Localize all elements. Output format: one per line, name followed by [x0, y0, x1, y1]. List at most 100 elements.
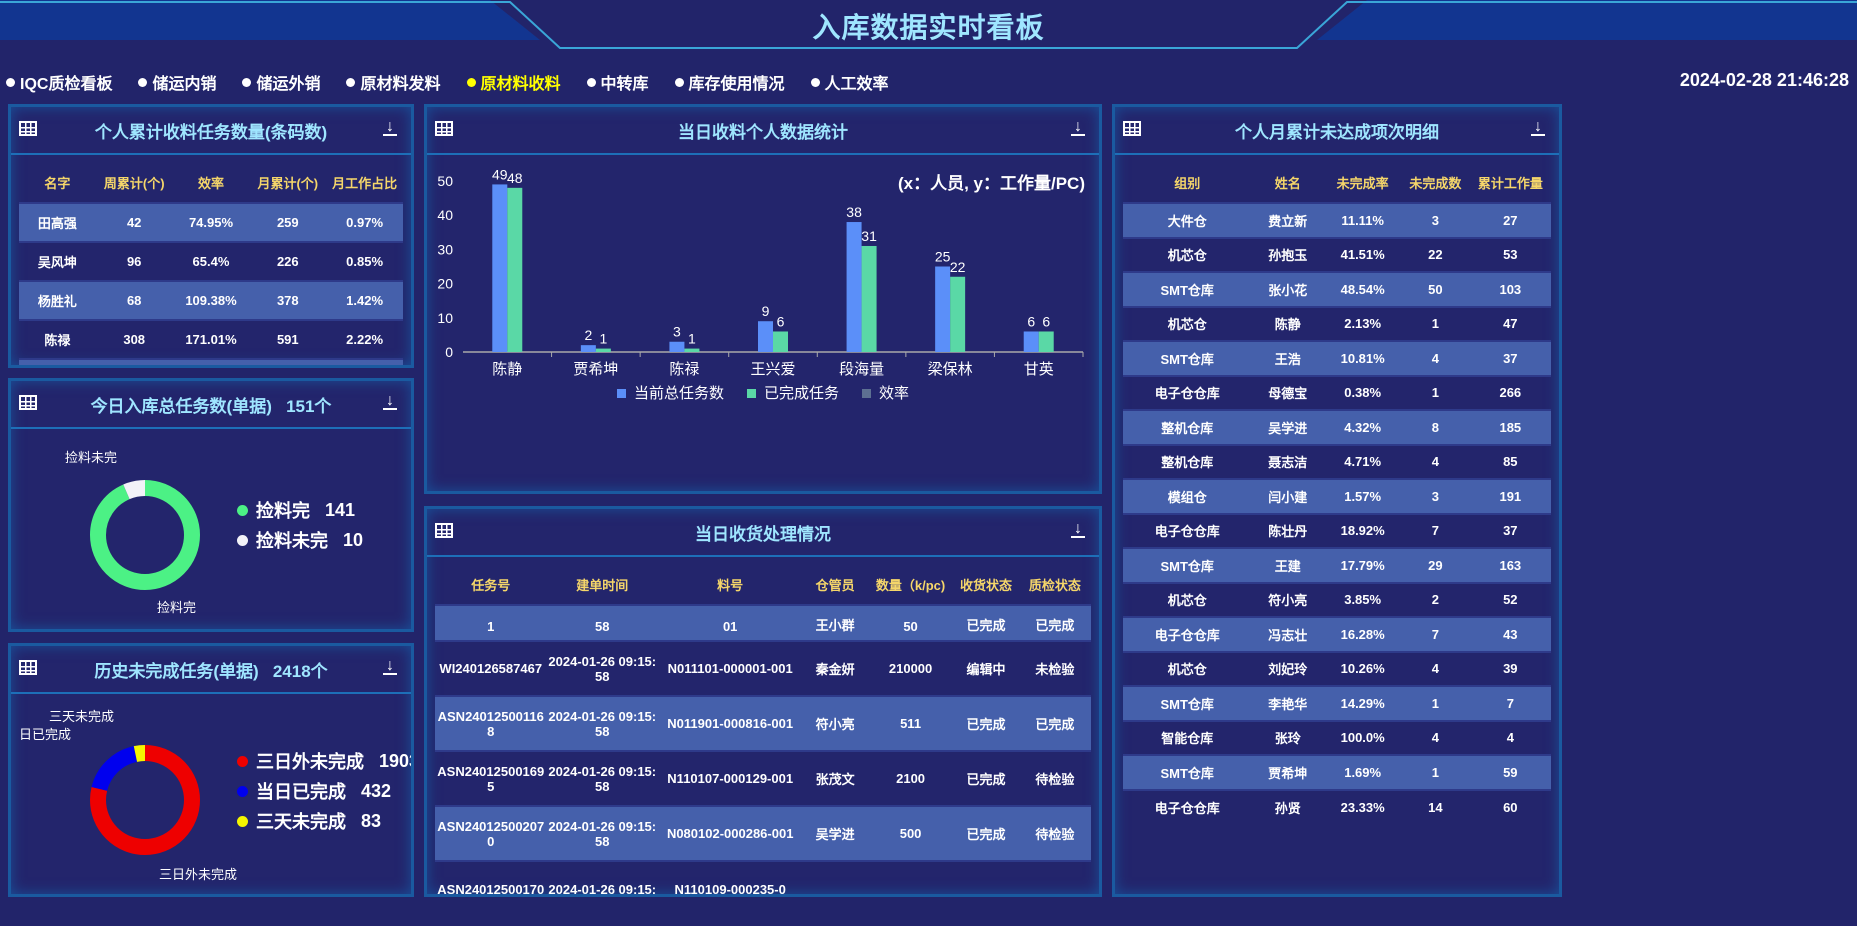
column-header[interactable]: 料号: [717, 578, 744, 593]
nav-item[interactable]: 人工效率: [810, 70, 889, 94]
table-row[interactable]: ASN240125001695 2024-01-26 09:15:58 N11010…: [435, 750, 1091, 806]
legend-label[interactable]: 当前总任务数: [634, 385, 724, 402]
table-cell: [867, 860, 954, 894]
legend-item[interactable]: 当日已完成 432: [237, 776, 411, 806]
table-row[interactable]: 整机仓库 吴学进 4.32% 8 185: [1123, 409, 1551, 445]
legend-label[interactable]: 已完成任务: [764, 385, 839, 402]
column-header[interactable]: 组别: [1174, 176, 1201, 191]
legend-swatch-icon: [862, 389, 871, 398]
bar[interactable]: [507, 187, 523, 352]
table-row[interactable]: 电子仓仓库 陈壮丹 18.92% 7 37: [1123, 512, 1551, 548]
download-icon[interactable]: ↓: [383, 393, 397, 410]
table-icon[interactable]: [435, 121, 453, 136]
column-header[interactable]: 月累计(个): [257, 176, 319, 191]
table-icon[interactable]: [19, 660, 37, 675]
bar[interactable]: [492, 184, 508, 352]
table-row[interactable]: ASN24012500170 2024-01-26 09:15: N110109-0…: [435, 860, 1091, 894]
bar[interactable]: [935, 266, 951, 353]
donut-slice[interactable]: [90, 480, 200, 590]
table-cell: 机芯仓: [1123, 305, 1252, 341]
table-row[interactable]: 陈禄 308 171.01% 591 2.22%: [19, 319, 403, 359]
legend-item[interactable]: 三天未完成 83: [237, 806, 411, 836]
table-cell: 张茂文: [802, 750, 868, 806]
table-icon[interactable]: [435, 523, 453, 538]
column-header[interactable]: 名字: [44, 176, 71, 191]
column-header[interactable]: 质检状态: [1028, 578, 1081, 593]
table-icon[interactable]: [1123, 121, 1141, 136]
table-cell: 闫小建: [1251, 478, 1325, 514]
bar[interactable]: [758, 321, 773, 352]
table-row[interactable]: ASN240125001168 2024-01-26 09:15:58 N01190…: [435, 695, 1091, 751]
download-icon[interactable]: ↓: [383, 119, 397, 136]
column-header[interactable]: 月工作占比: [332, 176, 398, 191]
column-header[interactable]: 仓管员: [815, 578, 855, 593]
column-header[interactable]: 累计工作量: [1477, 176, 1543, 191]
donut-slice[interactable]: [90, 745, 200, 855]
table-row[interactable]: ASN240125002070 2024-01-26 09:15:58 N08010…: [435, 805, 1091, 861]
column-header[interactable]: 任务号: [471, 578, 511, 593]
column-header[interactable]: 周累计(个): [103, 176, 165, 191]
table-row[interactable]: 电子仓仓库 孙贤 23.33% 14 60: [1123, 788, 1551, 824]
donut-slice[interactable]: [90, 480, 200, 590]
table-row[interactable]: 电子仓仓库 母德宝 0.38% 1 266: [1123, 374, 1551, 410]
download-icon[interactable]: ↓: [383, 658, 397, 675]
column-header[interactable]: 效率: [197, 176, 224, 191]
table-row[interactable]: 1 58 01 王小群 50 已完成 已完成: [435, 604, 1091, 641]
table-row[interactable]: 田高强 42 74.95% 259 0.97%: [19, 202, 403, 242]
table-row[interactable]: 王小群10665.68%2270.85%: [19, 358, 403, 365]
bar[interactable]: [580, 345, 596, 352]
table-icon[interactable]: [19, 121, 37, 136]
download-icon[interactable]: ↓: [1071, 119, 1085, 136]
table-row[interactable]: 机芯仓 符小亮 3.85% 2 52: [1123, 581, 1551, 617]
column-header[interactable]: 未完成数: [1409, 176, 1462, 191]
table-row[interactable]: WI240126587467 2024-01-26 09:15:58 N011101…: [435, 640, 1091, 696]
column-header[interactable]: 未完成率: [1336, 176, 1389, 191]
bar[interactable]: [773, 331, 788, 352]
bar[interactable]: [861, 245, 877, 352]
table-row[interactable]: 大件仓 费立新 11.11% 3 27: [1123, 202, 1551, 238]
legend-label: 三天未完成: [256, 812, 346, 832]
table-icon[interactable]: [19, 395, 37, 410]
table-row[interactable]: 模组仓 闫小建 1.57% 3 191: [1123, 478, 1551, 514]
legend-item[interactable]: 捡料未完 10: [237, 525, 363, 555]
nav-item[interactable]: IQC质检看板: [6, 70, 112, 94]
bar[interactable]: [1023, 331, 1039, 352]
nav-item[interactable]: 储运外销: [242, 70, 320, 94]
table-row[interactable]: SMT仓库 张小花 48.54% 50 103: [1123, 271, 1551, 307]
download-icon[interactable]: ↓: [1531, 119, 1545, 136]
bar[interactable]: [1038, 331, 1054, 352]
table-row[interactable]: 机芯仓 刘妃玲 10.26% 4 39: [1123, 650, 1551, 686]
column-header[interactable]: 收货状态: [959, 578, 1012, 593]
bar[interactable]: [669, 341, 685, 352]
download-icon[interactable]: ↓: [1071, 521, 1085, 538]
table-row[interactable]: 杨胜礼 68 109.38% 378 1.42%: [19, 280, 403, 320]
nav-item[interactable]: 中转库: [586, 70, 649, 94]
nav-item[interactable]: 原材料发料: [346, 70, 441, 94]
table-row[interactable]: SMT仓库 贾希坤 1.69% 1 59: [1123, 754, 1551, 790]
nav-item[interactable]: 原材料收料: [466, 70, 561, 94]
table-row[interactable]: 机芯仓 陈静 2.13% 1 47: [1123, 305, 1551, 341]
legend-label[interactable]: 效率: [879, 385, 909, 402]
table-row[interactable]: 电子仓仓库 冯志壮 16.28% 7 43: [1123, 616, 1551, 652]
column-header[interactable]: 数量（k/pc): [875, 578, 946, 593]
table-row[interactable]: SMT仓库 王浩 10.81% 4 37: [1123, 340, 1551, 376]
table-row[interactable]: 机芯仓 孙抱玉 41.51% 22 53: [1123, 236, 1551, 272]
table-cell: 杨胜礼: [19, 280, 96, 320]
legend-item[interactable]: 三日外未完成 1903: [237, 746, 411, 776]
bar[interactable]: [684, 348, 700, 352]
column-header[interactable]: 建单时间: [576, 578, 629, 593]
table-row[interactable]: SMT仓库 王建 17.79% 29 163: [1123, 547, 1551, 583]
table-row[interactable]: 整机仓库 聂志洁 4.71% 4 85: [1123, 443, 1551, 479]
table-row[interactable]: 吴风坤 96 65.4% 226 0.85%: [19, 241, 403, 281]
bar[interactable]: [950, 276, 966, 352]
table-row[interactable]: 智能仓库 张玲 100.0% 4 4: [1123, 719, 1551, 755]
nav-item[interactable]: 库存使用情况: [674, 70, 785, 94]
table-row[interactable]: SMT仓库 李艳华 14.29% 1 7: [1123, 685, 1551, 721]
receipt-table: 任务号 建单时间 料号 仓管员 数量（k/pc) 收货状态 质检状态 1 58 01 王小群 50 已完…: [435, 565, 1091, 894]
table-cell: 47: [1469, 305, 1551, 341]
nav-item[interactable]: 储运内销: [138, 70, 216, 94]
bar[interactable]: [846, 222, 862, 352]
legend-item[interactable]: 捡料完 141: [237, 495, 363, 525]
column-header[interactable]: 姓名: [1274, 176, 1301, 191]
bar[interactable]: [595, 348, 611, 352]
